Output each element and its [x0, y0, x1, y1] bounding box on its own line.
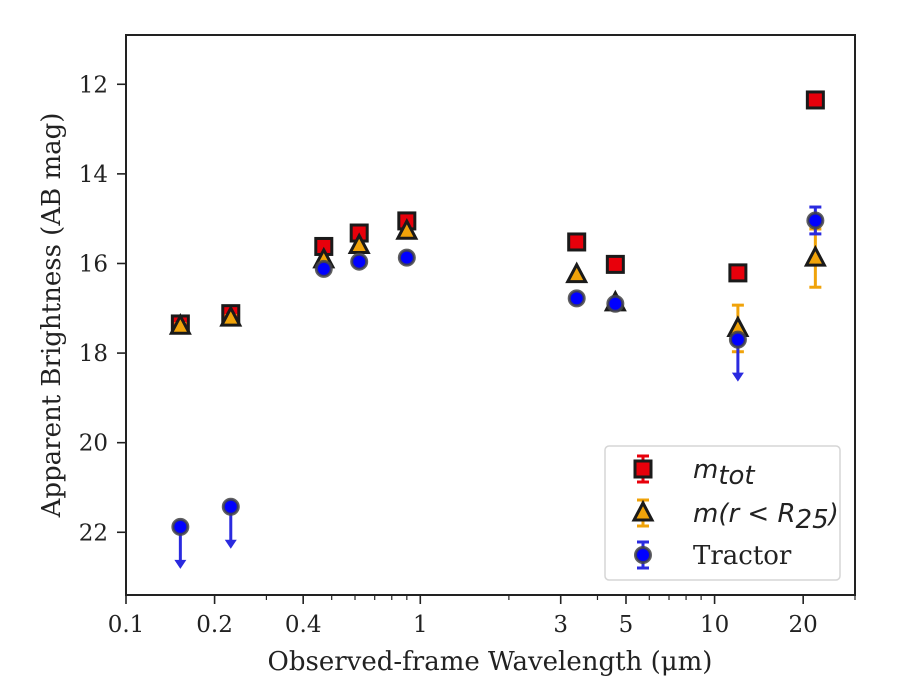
x-tick-label: 20	[789, 612, 818, 638]
legend-marker	[631, 499, 655, 522]
upper-limit-arrowhead	[731, 372, 744, 382]
y-tick-label: 22	[79, 520, 108, 546]
data-point	[728, 330, 747, 349]
x-axis-label: Observed-frame Wavelength (μm)	[268, 647, 713, 677]
series-triangle	[168, 218, 827, 354]
data-point	[347, 232, 371, 255]
data-point	[806, 211, 825, 230]
series-square	[170, 90, 825, 334]
y-tick-label: 18	[79, 341, 108, 367]
legend: mtot m(r < R25) Tractor	[604, 445, 841, 581]
data-point	[567, 232, 587, 252]
data-point	[606, 294, 625, 313]
x-tick-label: 5	[619, 612, 634, 638]
data-point	[397, 248, 416, 267]
legend-marker	[633, 459, 653, 479]
data-point	[803, 244, 827, 267]
plot-area	[168, 90, 827, 569]
y-tick-label: 14	[79, 162, 108, 188]
data-point	[605, 254, 625, 274]
data-point	[565, 261, 589, 284]
y-axis-label: Apparent Brightness (AB mag)	[37, 113, 67, 519]
x-tick-label: 10	[700, 612, 729, 638]
data-point	[314, 259, 333, 278]
data-point	[350, 252, 369, 271]
legend-marker	[634, 546, 652, 564]
y-tick-label: 12	[79, 72, 108, 98]
data-point	[567, 289, 586, 308]
x-tick-label: 0.2	[196, 612, 233, 638]
legend-label: mtot	[693, 455, 755, 491]
axis-ticks: 0.1 0.2 0.4 1 3 5 10 20 12 14 16 18 20 22	[79, 72, 856, 638]
upper-limit-arrowhead	[174, 559, 187, 569]
x-tick-label: 1	[413, 612, 428, 638]
upper-limit-arrowhead	[224, 539, 237, 549]
legend-label: Tractor	[693, 541, 792, 571]
x-tick-label: 0.1	[108, 612, 145, 638]
plot-frame	[125, 34, 856, 596]
y-tick-label: 16	[79, 251, 108, 277]
data-point	[171, 517, 190, 536]
data-point	[219, 304, 243, 327]
data-point	[805, 90, 825, 110]
data-point	[168, 312, 192, 335]
series-circle	[171, 205, 825, 569]
legend-box	[604, 445, 841, 581]
data-point	[395, 218, 419, 240]
x-tick-label: 0.4	[285, 612, 322, 638]
y-tick-label: 20	[79, 431, 108, 457]
data-point	[221, 497, 240, 516]
x-tick-label: 3	[553, 612, 568, 638]
data-point	[728, 263, 748, 283]
legend-label: m(r < R25)	[693, 499, 839, 535]
